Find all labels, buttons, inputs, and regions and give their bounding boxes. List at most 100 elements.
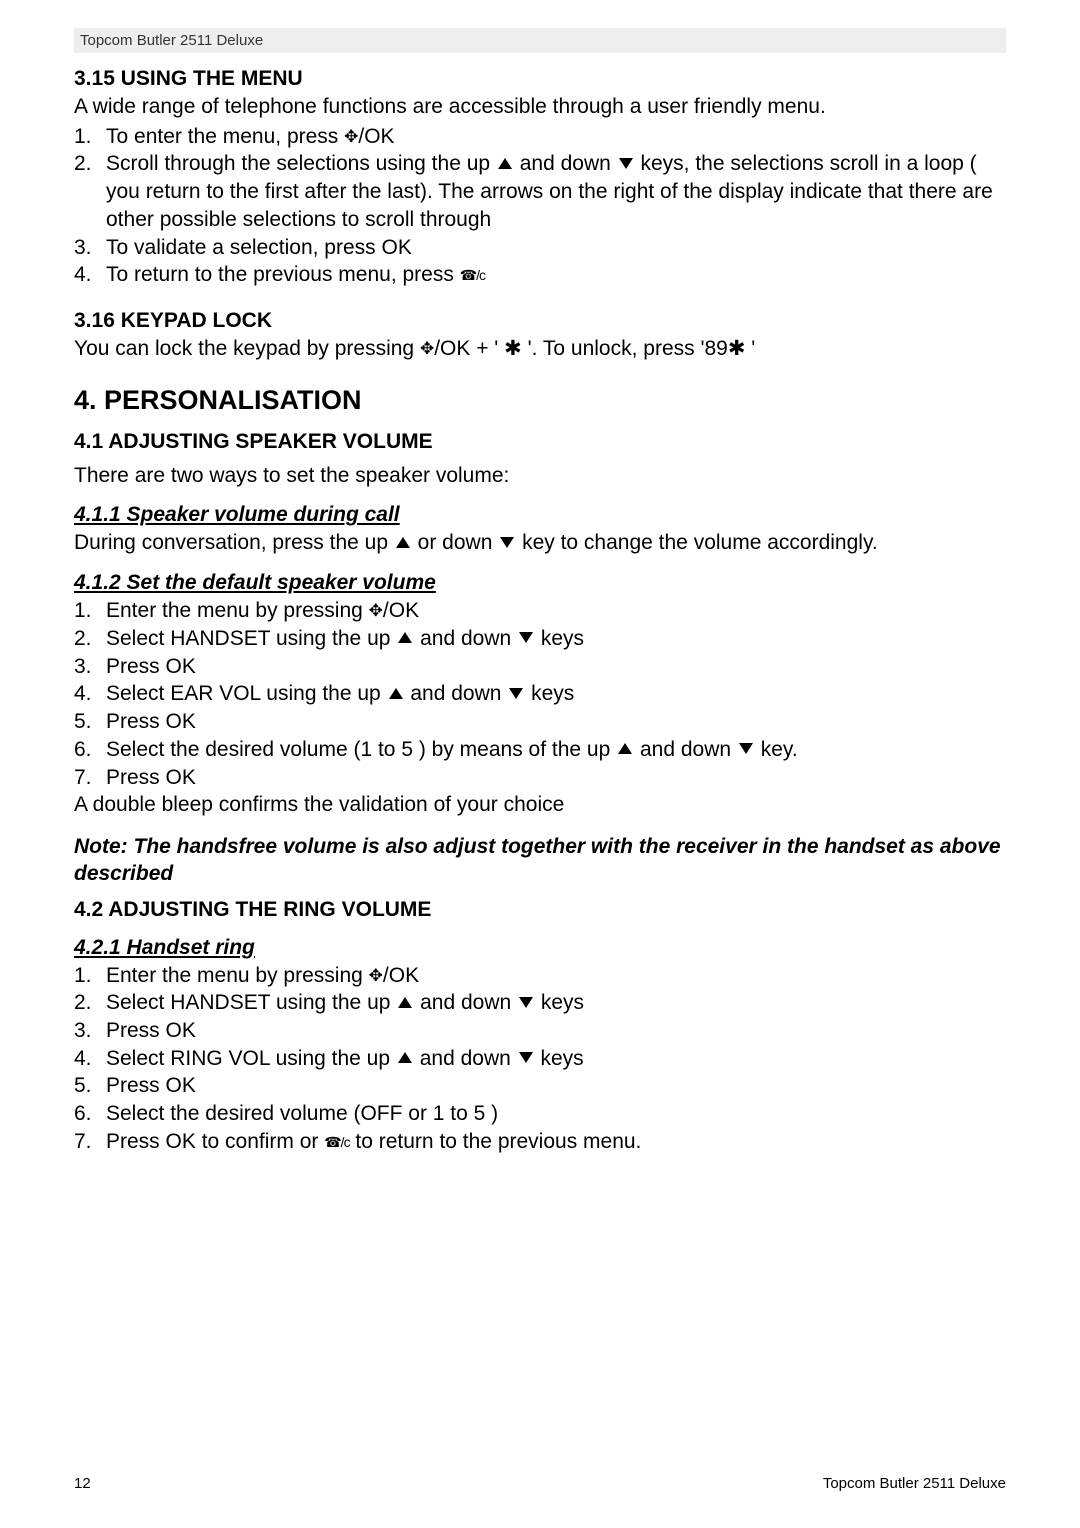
step-text: Press OK bbox=[106, 1074, 196, 1097]
list-item: 5.Press OK bbox=[74, 708, 1006, 736]
section-4-1-2-steps: 1.Enter the menu by pressing ✥/OK 2.Sele… bbox=[74, 597, 1006, 791]
menu-icon: ✥ bbox=[344, 127, 358, 146]
triangle-up-icon bbox=[389, 688, 403, 699]
step-number: 3. bbox=[74, 1017, 106, 1045]
step-number: 3. bbox=[74, 234, 106, 262]
step-text: key. bbox=[755, 738, 798, 761]
step-number: 7. bbox=[74, 1128, 106, 1156]
list-item: 2.Select HANDSET using the up and down k… bbox=[74, 625, 1006, 653]
step-text: Press OK to confirm or bbox=[106, 1130, 324, 1153]
list-item: 1.To enter the menu, press ✥/OK bbox=[74, 123, 1006, 151]
step-text: keys bbox=[535, 1047, 584, 1070]
body-text: '. To unlock, press '89 bbox=[522, 337, 728, 360]
note-text: Note: The handsfree volume is also adjus… bbox=[74, 833, 1006, 888]
step-text: and down bbox=[634, 738, 737, 761]
section-3-15-steps: 1.To enter the menu, press ✥/OK 2.Scroll… bbox=[74, 123, 1006, 289]
triangle-up-icon bbox=[396, 537, 410, 548]
star-icon: ✱ bbox=[728, 337, 746, 360]
step-text: and down bbox=[414, 627, 517, 650]
step-text: Scroll through the selections using the … bbox=[106, 152, 496, 175]
step-number: 5. bbox=[74, 708, 106, 736]
step-text: Enter the menu by pressing bbox=[106, 964, 369, 987]
section-4-1-title: 4.1 ADJUSTING SPEAKER VOLUME bbox=[74, 430, 1006, 454]
step-number: 1. bbox=[74, 123, 106, 151]
section-4-1-2-after: A double bleep confirms the validation o… bbox=[74, 791, 1006, 819]
header-bar: Topcom Butler 2511 Deluxe bbox=[74, 28, 1006, 53]
step-text: To validate a selection, press OK bbox=[106, 236, 412, 259]
step-number: 3. bbox=[74, 653, 106, 681]
step-text: Select the desired volume (OFF or 1 to 5… bbox=[106, 1102, 498, 1125]
step-text: Press OK bbox=[106, 1019, 196, 1042]
section-3-16-title: 3.16 KEYPAD LOCK bbox=[74, 309, 1006, 333]
step-text: To return to the previous menu, press bbox=[106, 263, 460, 286]
triangle-up-icon bbox=[398, 997, 412, 1008]
triangle-up-icon bbox=[498, 158, 512, 169]
step-number: 4. bbox=[74, 680, 106, 708]
step-text: keys bbox=[535, 627, 584, 650]
list-item: 1.Enter the menu by pressing ✥/OK bbox=[74, 597, 1006, 625]
step-text: Select RING VOL using the up bbox=[106, 1047, 396, 1070]
list-item: 6.Select the desired volume (1 to 5 ) by… bbox=[74, 736, 1006, 764]
delete-cancel-icon: ☎/c bbox=[324, 1134, 349, 1150]
step-text: Select HANDSET using the up bbox=[106, 991, 396, 1014]
step-text: Press OK bbox=[106, 655, 196, 678]
section-4-2-1-title: 4.2.1 Handset ring bbox=[74, 936, 1006, 960]
step-text: Press OK bbox=[106, 710, 196, 733]
list-item: 3.Press OK bbox=[74, 653, 1006, 681]
section-4-1-2-title: 4.1.2 Set the default speaker volume bbox=[74, 571, 1006, 595]
triangle-up-icon bbox=[618, 743, 632, 754]
body-text: key to change the volume accordingly. bbox=[516, 531, 877, 554]
step-text: To enter the menu, press bbox=[106, 125, 344, 148]
body-text: or down bbox=[412, 531, 498, 554]
step-text: and down bbox=[514, 152, 617, 175]
step-number: 1. bbox=[74, 597, 106, 625]
menu-icon: ✥ bbox=[420, 339, 434, 358]
step-text: and down bbox=[414, 991, 517, 1014]
step-text: /OK bbox=[383, 964, 419, 987]
triangle-down-icon bbox=[500, 537, 514, 548]
page-footer: 12 Topcom Butler 2511 Deluxe bbox=[74, 1475, 1006, 1492]
section-4-2-title: 4.2 ADJUSTING THE RING VOLUME bbox=[74, 898, 1006, 922]
step-number: 2. bbox=[74, 625, 106, 653]
list-item: 3.To validate a selection, press OK bbox=[74, 234, 1006, 262]
step-number: 5. bbox=[74, 1072, 106, 1100]
step-text: Enter the menu by pressing bbox=[106, 599, 369, 622]
triangle-down-icon bbox=[739, 743, 753, 754]
body-text: During conversation, press the up bbox=[74, 531, 394, 554]
step-text: Press OK bbox=[106, 766, 196, 789]
triangle-down-icon bbox=[509, 688, 523, 699]
triangle-down-icon bbox=[519, 632, 533, 643]
triangle-down-icon bbox=[519, 997, 533, 1008]
triangle-up-icon bbox=[398, 1052, 412, 1063]
list-item: 4.To return to the previous menu, press … bbox=[74, 261, 1006, 289]
step-text: and down bbox=[405, 682, 508, 705]
step-text: to return to the previous menu. bbox=[350, 1130, 642, 1153]
step-number: 7. bbox=[74, 764, 106, 792]
step-text: /OK bbox=[358, 125, 394, 148]
body-text: /OK + ' bbox=[434, 337, 504, 360]
list-item: 3.Press OK bbox=[74, 1017, 1006, 1045]
body-text: ' bbox=[745, 337, 755, 360]
delete-cancel-icon: ☎/c bbox=[460, 268, 485, 284]
step-text: and down bbox=[414, 1047, 517, 1070]
step-text: Select HANDSET using the up bbox=[106, 627, 396, 650]
body-text: You can lock the keypad by pressing bbox=[74, 337, 420, 360]
step-text: Select the desired volume (1 to 5 ) by m… bbox=[106, 738, 616, 761]
step-text: keys bbox=[535, 991, 584, 1014]
star-icon: ✱ bbox=[504, 337, 522, 360]
triangle-down-icon bbox=[619, 158, 633, 169]
list-item: 7.Press OK to confirm or ☎/c to return t… bbox=[74, 1128, 1006, 1156]
menu-icon: ✥ bbox=[369, 966, 383, 985]
section-4-2-1-steps: 1.Enter the menu by pressing ✥/OK 2.Sele… bbox=[74, 962, 1006, 1156]
step-number: 1. bbox=[74, 962, 106, 990]
list-item: 6.Select the desired volume (OFF or 1 to… bbox=[74, 1100, 1006, 1128]
footer-page-number: 12 bbox=[74, 1475, 91, 1492]
section-3-15-intro: A wide range of telephone functions are … bbox=[74, 93, 1006, 121]
section-4-title: 4. PERSONALISATION bbox=[74, 385, 1006, 416]
section-4-1-1-title: 4.1.1 Speaker volume during call bbox=[74, 503, 1006, 527]
step-text: /OK bbox=[383, 599, 419, 622]
step-number: 2. bbox=[74, 150, 106, 178]
page: Topcom Butler 2511 Deluxe 3.15 USING THE… bbox=[0, 0, 1080, 1528]
step-number: 4. bbox=[74, 261, 106, 289]
header-product: Topcom Butler 2511 Deluxe bbox=[80, 32, 263, 49]
